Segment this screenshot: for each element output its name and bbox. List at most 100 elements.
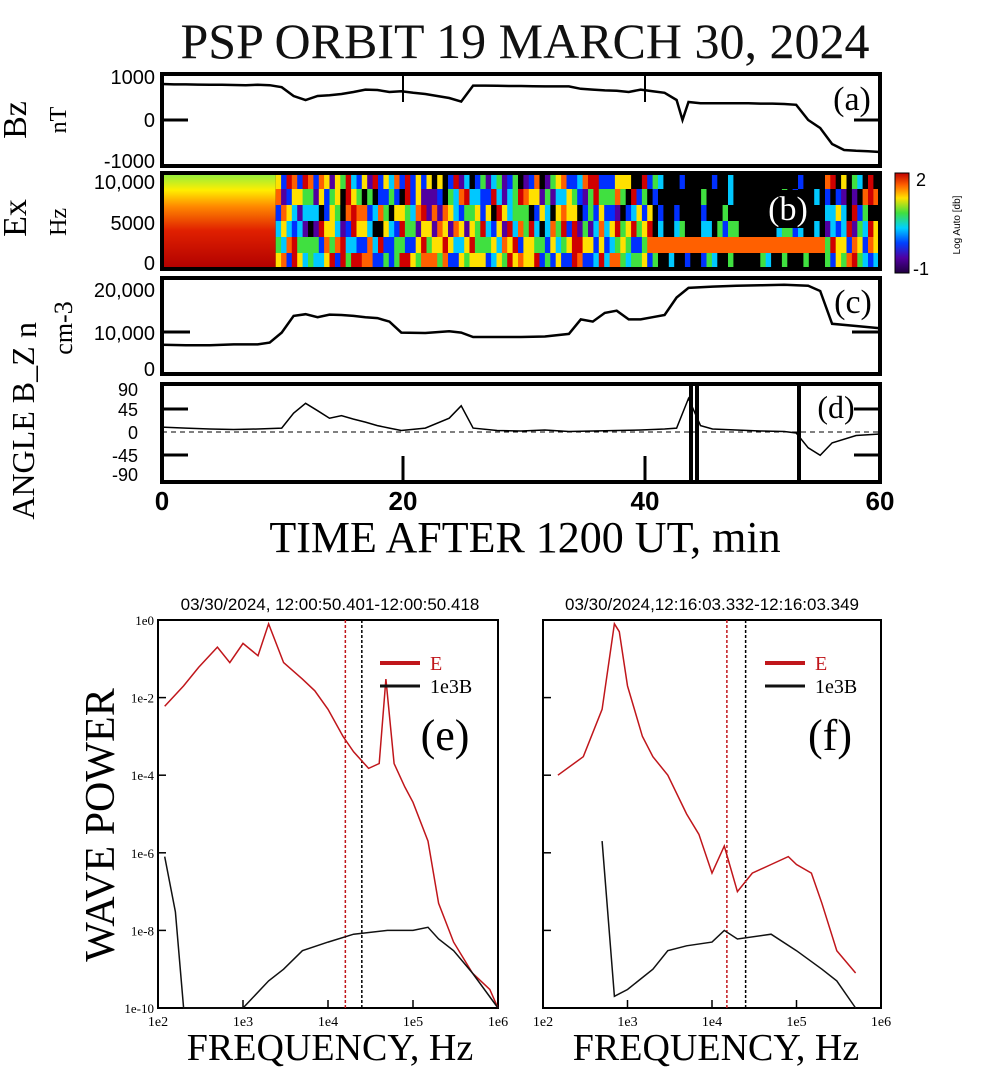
spectrogram-cell xyxy=(297,189,304,205)
spectrogram-cell xyxy=(334,221,341,237)
spectrogram-cell xyxy=(658,205,664,221)
spectrogram-cell xyxy=(297,173,304,189)
spectrogram-cell xyxy=(738,221,745,237)
spectrogram-cell xyxy=(485,237,492,253)
spectrogram-cell xyxy=(286,253,293,269)
spectrogram-cell xyxy=(658,173,664,189)
spectrogram-cell xyxy=(631,237,637,253)
spectrogram-cell xyxy=(318,205,325,221)
spectrogram-cell xyxy=(410,253,417,269)
spectrogram-cell xyxy=(728,189,734,205)
spectrogram-cell xyxy=(754,205,761,221)
spectrogram-cell xyxy=(512,221,519,237)
spectrogram-cell xyxy=(415,205,422,221)
spectrogram-early-block xyxy=(162,173,276,269)
angle-trace xyxy=(161,396,881,457)
spectrogram-cell xyxy=(324,253,330,269)
spectrogram-cell xyxy=(711,205,718,221)
panel-b-ytick-0: 0 xyxy=(144,253,155,275)
spectrogram-cell xyxy=(835,253,842,269)
spectrogram-cell xyxy=(351,205,357,221)
spectrogram-cell xyxy=(469,205,476,221)
spectrogram-cell xyxy=(421,237,427,253)
spectrogram-cell xyxy=(614,189,621,205)
spectrogram-cell xyxy=(690,237,697,253)
spectrogram-cell xyxy=(674,237,681,253)
spectrogram-cell xyxy=(507,205,514,221)
spectrogram-cell xyxy=(318,237,325,253)
spectrogram-cell xyxy=(690,253,697,269)
xtick-label: 1e4 xyxy=(318,1015,338,1030)
spectrogram-cell xyxy=(717,189,724,205)
spectrogram-cell xyxy=(491,173,497,189)
spectrogram-cell xyxy=(588,253,594,269)
colorbar-min: -1 xyxy=(913,259,929,279)
spectrogram-cell xyxy=(485,189,492,205)
spectrogram-cell xyxy=(614,173,621,189)
spectrogram-cell xyxy=(318,173,325,189)
spectrogram-cell xyxy=(825,173,831,189)
spectrogram-cell xyxy=(744,205,751,221)
spectrogram-cell xyxy=(728,205,734,221)
spectrogram-cell xyxy=(749,189,756,205)
spectrogram-cell xyxy=(469,253,476,269)
spectrogram-cell xyxy=(534,189,541,205)
spectrogram-cell xyxy=(668,237,675,253)
spectrogram-cell xyxy=(814,173,821,189)
spectrogram-cell xyxy=(404,173,411,189)
spectrogram-cell xyxy=(512,237,519,253)
spectrogram-cell xyxy=(674,205,681,221)
spectrogram-cell xyxy=(426,173,433,189)
spectrogram-cell xyxy=(841,189,847,205)
bz-trace xyxy=(161,82,881,154)
panel-e-legend-E: E xyxy=(430,653,442,675)
spectrogram-cell xyxy=(711,173,718,189)
spectrogram-cell xyxy=(383,205,390,221)
spectrogram-cell xyxy=(749,221,756,237)
spectrogram-cell xyxy=(835,221,842,237)
time-axis-label: TIME AFTER 1200 UT, min xyxy=(269,513,780,562)
spectrogram-cell xyxy=(388,189,395,205)
panel-c-ytick-0: 0 xyxy=(144,359,155,381)
spectrogram-cell xyxy=(706,173,713,189)
spectrogram-cell xyxy=(631,221,637,237)
spectrogram-cell xyxy=(711,189,718,205)
spectrogram-cell xyxy=(345,205,352,221)
spectrogram-cell xyxy=(825,205,831,221)
spectrogram-cell xyxy=(281,237,287,253)
spectrogram-cell xyxy=(754,173,761,189)
spectrogram-cell xyxy=(857,237,864,253)
spectrogram-cell xyxy=(318,221,325,237)
spectrogram-cell xyxy=(830,237,837,253)
spectrogram-cell xyxy=(792,237,799,253)
spectrogram-cell xyxy=(555,205,562,221)
spectrogram-cell xyxy=(367,173,374,189)
spectrogram-cell xyxy=(561,253,567,269)
spectrogram-cell xyxy=(329,237,336,253)
spectrogram-cell xyxy=(302,253,309,269)
spectrogram-cell xyxy=(738,189,745,205)
panel-a-ytick-neg1000: -1000 xyxy=(104,151,155,173)
spectrogram-cell xyxy=(340,189,347,205)
spectrogram-cell xyxy=(496,205,503,221)
spectrogram-cell xyxy=(679,189,686,205)
spectrogram-cell xyxy=(857,173,864,189)
spectrogram-cell xyxy=(555,237,562,253)
spectrogram-cell xyxy=(453,205,460,221)
spectrogram-cell xyxy=(598,237,605,253)
spectrogram-cell xyxy=(792,221,799,237)
spectrogram-cell xyxy=(480,237,487,253)
spectrogram-cell xyxy=(345,253,352,269)
panel-b-frame xyxy=(160,171,882,271)
spectrogram-cell xyxy=(291,173,298,189)
spectrogram-cell xyxy=(738,173,745,189)
spectrogram-cell xyxy=(464,237,471,253)
spectrogram-cell xyxy=(588,189,594,205)
spectrogram-cell xyxy=(523,237,530,253)
spectrogram-cell xyxy=(760,221,767,237)
spectrogram-cell xyxy=(281,189,287,205)
spectrogram-cell xyxy=(421,205,427,221)
spectrogram-cell xyxy=(776,221,783,237)
spectrogram-cell xyxy=(378,189,384,205)
panel-f-legend-B: 1e3B xyxy=(815,676,857,698)
